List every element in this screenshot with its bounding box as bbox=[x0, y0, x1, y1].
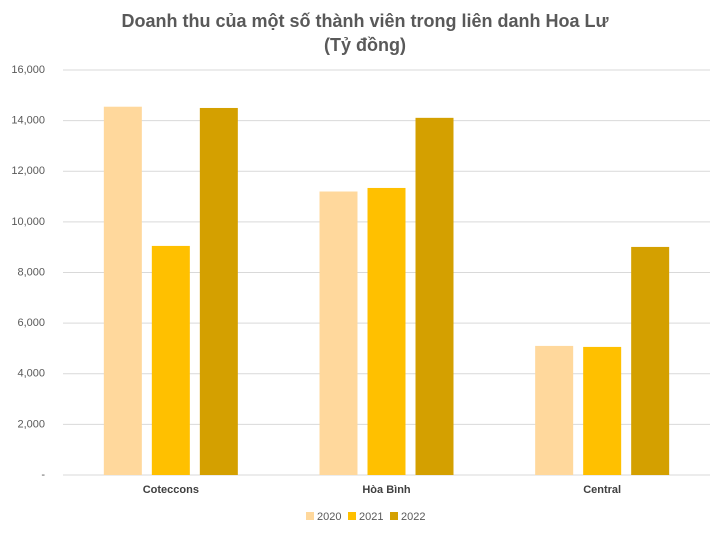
y-tick-label: - bbox=[41, 469, 45, 481]
x-tick-label: Hòa Bình bbox=[362, 484, 411, 496]
legend-label: 2022 bbox=[401, 511, 425, 523]
bar bbox=[199, 107, 238, 475]
bar bbox=[535, 345, 574, 475]
bar bbox=[583, 346, 622, 475]
y-tick-label: 12,000 bbox=[11, 165, 45, 177]
y-tick-label: 10,000 bbox=[11, 216, 45, 228]
y-tick-label: 14,000 bbox=[11, 115, 45, 127]
chart-subtitle: (Tỷ đồng) bbox=[324, 35, 406, 55]
legend-swatch bbox=[348, 512, 356, 520]
bar bbox=[151, 245, 190, 475]
legend-label: 2021 bbox=[359, 511, 383, 523]
x-tick-label: Coteccons bbox=[143, 484, 199, 496]
y-tick-label: 2,000 bbox=[17, 418, 45, 430]
y-tick-label: 16,000 bbox=[11, 64, 45, 76]
legend-label: 2020 bbox=[317, 511, 341, 523]
y-tick-label: 8,000 bbox=[17, 266, 45, 278]
bar bbox=[103, 106, 142, 475]
legend-swatch bbox=[306, 512, 314, 520]
chart-title: Doanh thu của một số thành viên trong li… bbox=[121, 11, 609, 31]
y-tick-label: 4,000 bbox=[17, 368, 45, 380]
bar bbox=[631, 246, 670, 475]
bar bbox=[367, 187, 406, 476]
x-tick-label: Central bbox=[583, 484, 621, 496]
bar bbox=[415, 117, 454, 475]
y-tick-label: 6,000 bbox=[17, 317, 45, 329]
bar bbox=[319, 191, 358, 475]
legend-swatch bbox=[390, 512, 398, 520]
